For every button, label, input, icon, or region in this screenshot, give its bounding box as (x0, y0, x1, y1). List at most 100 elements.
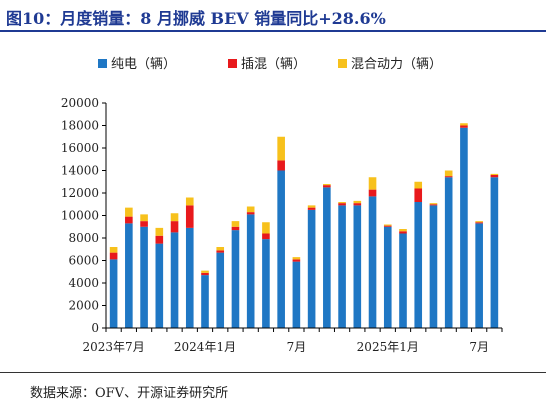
bar-2024-11-series-1 (353, 205, 362, 328)
title-divider (0, 30, 546, 32)
bar-2024-04-series-1 (246, 214, 255, 328)
bar-2023-10-series-1 (155, 243, 164, 328)
bar-2024-12-series-3 (368, 177, 377, 190)
bar-2024-04-series-2 (246, 212, 255, 215)
bar-2025-04-series-2 (429, 204, 438, 206)
bar-2024-08-series-3 (307, 205, 316, 208)
bar-2023-09-series-1 (140, 226, 148, 328)
bar-2023-09-series-2 (140, 221, 148, 227)
legend-label-2: 插混（辆） (241, 57, 306, 72)
bar-2023-11-series-1 (170, 232, 179, 328)
bar-2023-07-series-2 (109, 252, 118, 260)
bar-2024-12-series-2 (368, 189, 377, 197)
bar-2024-12-series-1 (368, 196, 377, 328)
bar-2024-02-series-3 (216, 247, 225, 251)
bar-2024-06-series-3 (277, 136, 285, 161)
bar-2023-11-series-2 (170, 221, 179, 233)
bar-2024-05-series-3 (262, 222, 270, 234)
bar-2023-10-series-2 (155, 235, 164, 244)
source-note: 数据来源：OFV、开源证券研究所 (30, 386, 229, 401)
bar-2024-11-series-2 (353, 203, 362, 206)
bar-2024-09-series-2 (323, 185, 331, 188)
y-tick-label-12000: 12000 (61, 186, 99, 200)
bar-2024-10-series-1 (338, 205, 346, 328)
bar-2025-04-series-3 (429, 203, 438, 205)
y-tick-label-16000: 16000 (61, 141, 99, 155)
bar-2025-08-series-2 (490, 175, 499, 178)
x-axis: 2023年7月 2024年1月 7月 2025年1月 7月 (83, 327, 503, 354)
bar-2024-08-series-2 (307, 207, 316, 210)
legend-label-3: 混合动力（辆） (351, 57, 442, 72)
legend-swatch-3 (338, 59, 347, 68)
bars-group (109, 123, 499, 328)
bar-2025-02-series-2 (399, 231, 407, 234)
bar-2024-01-series-3 (201, 270, 209, 273)
bar-2025-05-series-1 (444, 177, 453, 328)
x-tick-label-0: 2023年7月 (83, 340, 145, 354)
bar-2025-02-series-3 (399, 229, 407, 232)
bar-2025-04-series-1 (429, 205, 438, 328)
bar-2023-08-series-1 (125, 223, 133, 328)
bar-2025-07-series-1 (475, 223, 483, 328)
bar-2024-09-series-1 (323, 187, 331, 328)
y-tick-label-4000: 4000 (68, 276, 99, 290)
bar-2025-03-series-1 (414, 202, 423, 328)
bar-2024-02-series-1 (216, 252, 225, 328)
bar-2025-06-series-3 (460, 123, 468, 126)
y-tick-label-0: 0 (91, 321, 99, 335)
bar-2025-05-series-2 (444, 176, 453, 178)
y-tick-label-20000: 20000 (61, 96, 99, 110)
bar-2023-07-series-1 (109, 259, 118, 328)
bar-2024-07-series-1 (292, 261, 301, 328)
bar-2025-03-series-3 (414, 181, 423, 189)
bar-2025-07-series-3 (475, 221, 483, 223)
x-tick-label-6: 2024年1月 (174, 340, 236, 354)
bar-2024-03-series-2 (231, 226, 240, 231)
source-divider (0, 372, 546, 373)
y-tick-label-14000: 14000 (61, 164, 99, 178)
bar-2025-08-series-3 (490, 173, 499, 175)
bar-2024-02-series-2 (216, 250, 225, 253)
y-axis: 0 2000 4000 6000 8000 10000 12000 14000 16000 180… (61, 96, 107, 335)
bar-2024-10-series-2 (338, 203, 346, 206)
legend-swatch-1 (98, 59, 107, 68)
x-tick-label-12: 7月 (287, 340, 307, 354)
bar-2025-05-series-3 (444, 170, 453, 177)
stacked-bar-chart: 纯电（辆） 插混（辆） 混合动力（辆） 0 2000 4000 6000 8000 10000… (61, 57, 503, 354)
y-tick-label-8000: 8000 (68, 231, 99, 245)
bar-2024-05-series-2 (262, 233, 270, 240)
bar-2024-04-series-3 (246, 206, 255, 213)
y-tick-label-10000: 10000 (61, 209, 99, 223)
bar-2025-01-series-3 (383, 224, 392, 226)
bar-2025-02-series-1 (399, 233, 407, 328)
bar-2025-01-series-2 (383, 225, 392, 227)
bar-2024-10-series-3 (338, 202, 346, 204)
bar-2023-08-series-3 (125, 207, 133, 217)
chart-title: 图10：月度销量：8 月挪威 BEV 销量同比+28.6% (6, 9, 386, 28)
bar-2023-12-series-2 (185, 205, 194, 228)
bar-2024-06-series-2 (277, 160, 285, 171)
bar-2024-07-series-3 (292, 257, 301, 260)
legend-label-1: 纯电（辆） (111, 57, 176, 72)
bar-2024-08-series-1 (307, 209, 316, 328)
bar-2024-06-series-1 (277, 170, 285, 328)
bar-2023-12-series-1 (185, 227, 194, 328)
legend: 纯电（辆） 插混（辆） 混合动力（辆） (98, 57, 442, 72)
bar-2024-01-series-1 (201, 275, 209, 328)
bar-2024-03-series-3 (231, 221, 240, 227)
bar-2023-11-series-3 (170, 213, 179, 222)
bar-2025-06-series-1 (460, 127, 468, 328)
bar-2023-07-series-3 (109, 247, 118, 253)
bar-2024-07-series-2 (292, 259, 301, 262)
y-tick-label-18000: 18000 (61, 119, 99, 133)
bar-2025-01-series-1 (383, 226, 392, 328)
bar-2024-09-series-3 (323, 184, 331, 186)
y-tick-label-2000: 2000 (68, 299, 99, 313)
bar-2023-09-series-3 (140, 214, 148, 222)
bar-2024-11-series-3 (353, 200, 362, 204)
y-tick-label-6000: 6000 (68, 254, 99, 268)
bar-2023-08-series-2 (125, 216, 133, 224)
bar-2025-07-series-2 (475, 222, 483, 224)
x-tick-label-24: 7月 (469, 340, 489, 354)
legend-swatch-2 (228, 59, 237, 68)
